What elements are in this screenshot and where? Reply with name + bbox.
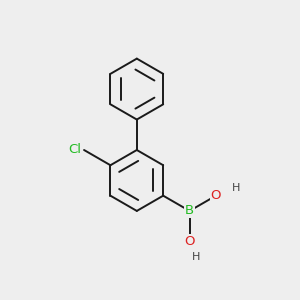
Text: H: H — [192, 252, 200, 262]
Text: B: B — [185, 204, 194, 218]
Text: Cl: Cl — [68, 143, 82, 157]
Text: O: O — [211, 189, 221, 202]
Text: O: O — [184, 235, 195, 248]
Text: H: H — [232, 183, 240, 193]
